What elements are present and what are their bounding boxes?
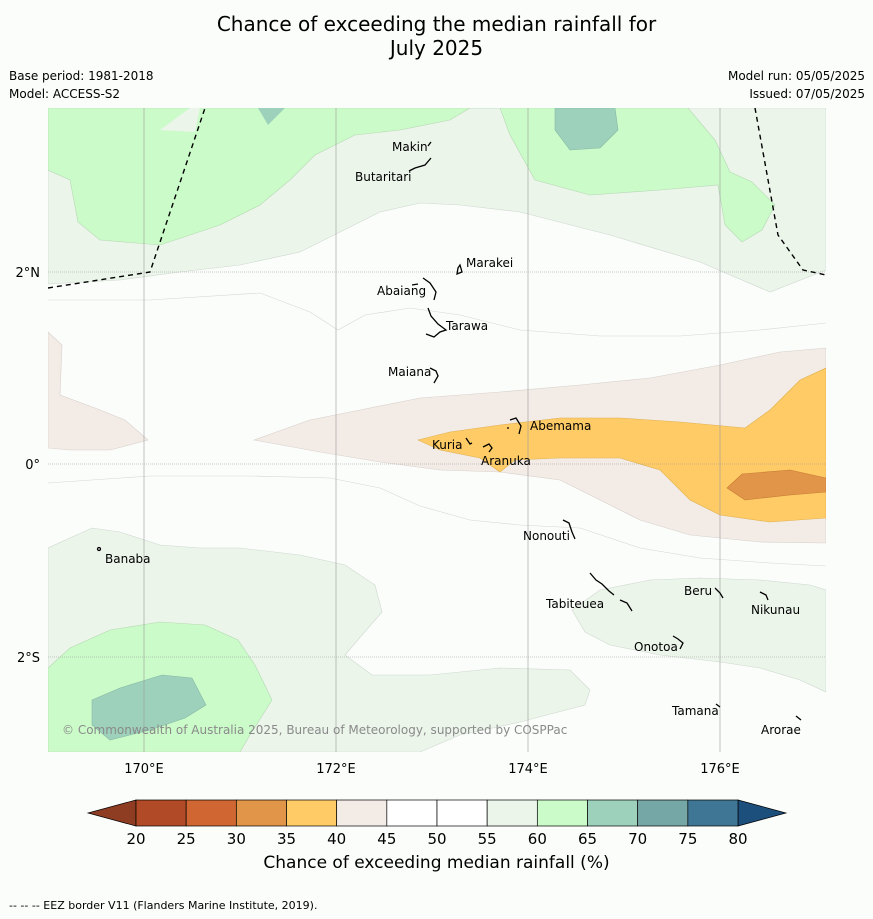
contour-40-west (48, 331, 149, 451)
colorbar-tick-label: 20 (126, 830, 145, 848)
label-abemama: Abemama (530, 419, 591, 433)
colorbar-tick-label: 25 (177, 830, 196, 848)
contour-65-north (554, 108, 619, 151)
gridlines (48, 108, 826, 752)
label-aranuka: Aranuka (481, 454, 531, 468)
island-banaba (96, 546, 102, 552)
label-tamana: Tamana (671, 704, 719, 718)
island-makin-butaritari (408, 141, 432, 172)
island-kuria (465, 437, 473, 445)
lat-label-2n: 2°N (16, 266, 41, 281)
label-tabiteuea: Tabiteuea (545, 597, 604, 611)
colorbar-tick-label: 40 (327, 830, 346, 848)
colorbar: 20 25 30 35 40 45 50 55 60 65 70 75 80 (86, 799, 788, 848)
island-onotoa (672, 635, 684, 650)
colorbar-tick-label: 50 (427, 830, 446, 848)
colorbar-tick-label: 80 (728, 830, 747, 848)
colorbar-segment (637, 799, 689, 827)
footer-note: -- -- -- EEZ border V11 (Flanders Marine… (9, 899, 318, 912)
lat-label-0: 0° (25, 458, 40, 473)
label-onotoa: Onotoa (634, 640, 678, 654)
island-beru (714, 587, 724, 599)
colorbar-segment (536, 799, 588, 827)
colorbar-segment (286, 799, 338, 827)
island-nikunau (759, 591, 769, 601)
contour-65-north-west (258, 108, 285, 125)
eez-border (48, 108, 826, 289)
label-nikunau: Nikunau (751, 603, 800, 617)
meta-left: Base period: 1981-2018 Model: ACCESS-S2 (9, 67, 154, 103)
colorbar-tick-label: 45 (377, 830, 396, 848)
label-butaritari: Butaritari (355, 170, 412, 184)
contour-55-south-east (571, 577, 826, 693)
contour-55-hole (160, 108, 200, 132)
label-tarawa: Tarawa (445, 319, 488, 333)
island-aranuka (482, 443, 493, 453)
base-period: Base period: 1981-2018 (9, 69, 154, 83)
colorbar-over-arrow (737, 799, 788, 827)
contour-line-50-north (48, 292, 826, 337)
colorbar-tick-label: 65 (578, 830, 597, 848)
colorbar-segment (235, 799, 287, 827)
island-abaiang (411, 277, 437, 301)
contour-65-south (91, 674, 207, 741)
lon-label-170e: 170°E (124, 762, 164, 777)
island-outlines (96, 141, 802, 721)
label-maiana: Maiana (388, 365, 431, 379)
label-abaiang: Abaiang (377, 284, 426, 298)
title-line-2: July 2025 (389, 36, 484, 60)
colorbar-segment (587, 799, 639, 827)
contour-line-50-south (48, 475, 826, 567)
axis-labels: 2°N 0° 2°S 170°E 172°E 174°E 176°E (16, 266, 740, 777)
model-run: Model run: 05/05/2025 (727, 69, 865, 83)
colorbar-segment (336, 799, 388, 827)
lat-label-2s: 2°S (17, 651, 40, 666)
island-tamana (715, 703, 721, 708)
colorbar-tick-label: 60 (528, 830, 547, 848)
colorbar-tick-label: 75 (678, 830, 697, 848)
label-kuria: Kuria (432, 438, 463, 452)
lon-label-174e: 174°E (508, 762, 548, 777)
colorbar-segment (185, 799, 237, 827)
label-marakei: Marakei (466, 256, 513, 270)
copyright-credit: © Commonwealth of Australia 2025, Bureau… (62, 723, 568, 737)
colorbar-segment (436, 799, 488, 827)
colorbar-tick-label: 35 (277, 830, 296, 848)
colorbar-title: Chance of exceeding median rainfall (%) (263, 853, 610, 873)
map-area: Makin Butaritari Marakei Abaiang Tarawa … (48, 108, 826, 752)
label-makin: Makin (392, 140, 428, 154)
island-arorae (795, 715, 802, 721)
title-line-1: Chance of exceeding the median rainfall … (216, 12, 657, 36)
colorbar-segment (486, 799, 538, 827)
island-tarawa (425, 307, 448, 338)
colorbar-under-arrow (86, 799, 137, 827)
island-abemama (507, 417, 522, 435)
label-beru: Beru (684, 584, 712, 598)
label-banaba: Banaba (105, 552, 151, 566)
model-name: Model: ACCESS-S2 (9, 87, 121, 101)
colorbar-segment (687, 799, 739, 827)
lon-label-172e: 172°E (316, 762, 356, 777)
label-arorae: Arorae (761, 723, 801, 737)
colorbar-tick-label: 55 (478, 830, 497, 848)
colorbar-tick-label: 30 (227, 830, 246, 848)
contour-30-east (726, 469, 826, 501)
label-nonouti: Nonouti (523, 529, 570, 543)
meta-right: Model run: 05/05/2025 Issued: 07/05/2025 (728, 67, 865, 103)
island-tabiteuea (589, 572, 633, 612)
colorbar-tick-label: 70 (628, 830, 647, 848)
contour-35-central (417, 367, 826, 523)
island-nonouti (562, 519, 576, 540)
colorbar-segment (135, 799, 187, 827)
colorbar-segment (386, 799, 438, 827)
issued-date: Issued: 07/05/2025 (749, 87, 865, 101)
island-marakei (456, 263, 463, 276)
lon-label-176e: 176°E (700, 762, 740, 777)
island-maiana (429, 367, 439, 384)
island-labels: Makin Butaritari Marakei Abaiang Tarawa … (105, 140, 801, 737)
map-title: Chance of exceeding the median rainfall … (0, 12, 873, 60)
